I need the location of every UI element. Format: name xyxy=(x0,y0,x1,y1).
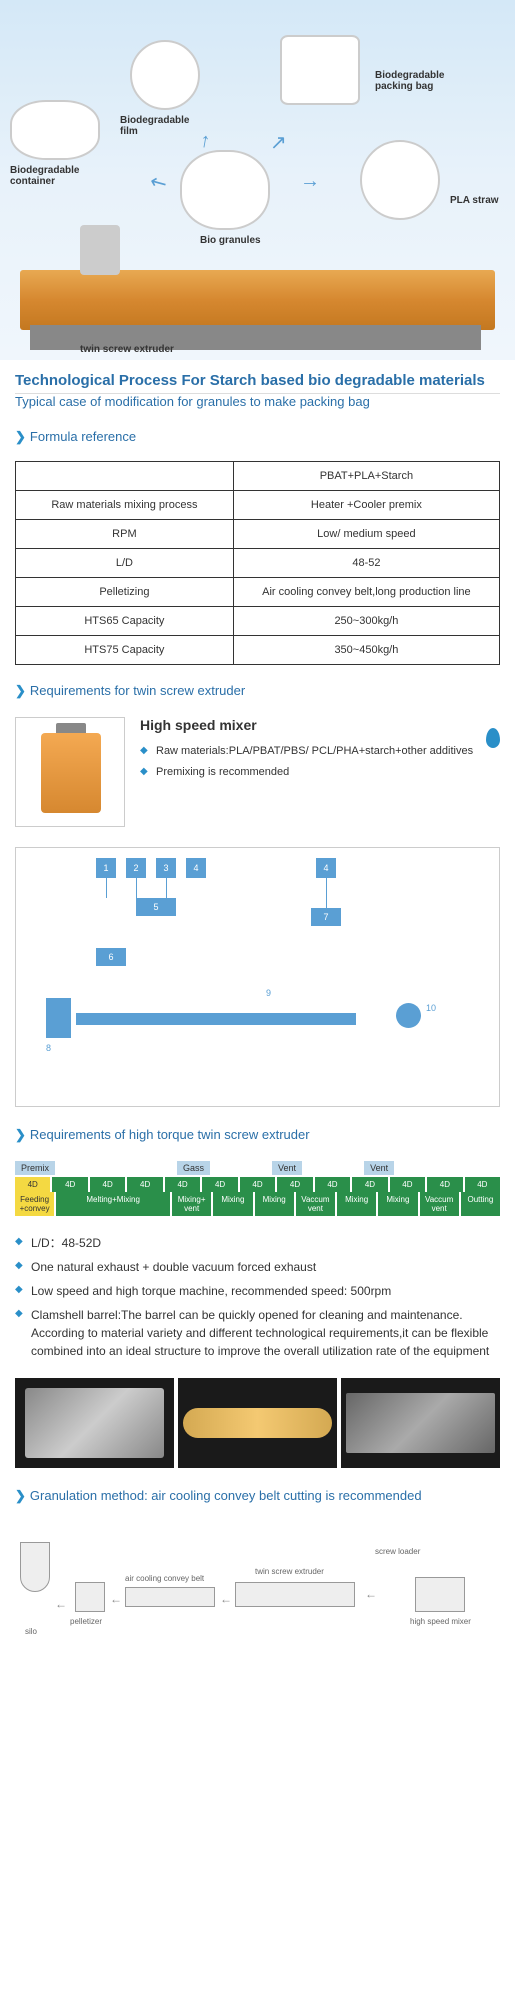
machine-illustration xyxy=(20,210,495,350)
motor-icon xyxy=(46,998,71,1038)
photo-barrel xyxy=(341,1378,500,1468)
gran-header: ❯Granulation method: air cooling convey … xyxy=(0,1468,515,1512)
process-diagram: 1 2 3 4 4 5 6 7 8 9 10 xyxy=(15,847,500,1107)
table-row: HTS65 Capacity250~300kg/h xyxy=(16,607,500,636)
photo-screw xyxy=(178,1378,337,1468)
label-straw: PLA straw xyxy=(450,195,499,206)
photo-row xyxy=(0,1378,515,1468)
section-subtitle: Typical case of modification for granule… xyxy=(0,394,515,419)
label-bag: Biodegradablepacking bag xyxy=(375,70,444,92)
arrow-icon: ↑ xyxy=(198,129,212,153)
gran-diagram: silo pelletizer air cooling convey belt … xyxy=(15,1532,500,1652)
arrow-icon: ↖ xyxy=(145,167,172,197)
mixer-title: High speed mixer xyxy=(140,717,473,733)
photo-parts xyxy=(15,1378,174,1468)
barrel-diagram: Premix Gass Vent Vent 4D 4D 4D 4D 4D 4D … xyxy=(15,1161,500,1216)
formula-table: PBAT+PLA+Starch Raw materials mixing pro… xyxy=(15,461,500,665)
formula-header: ❯Formula reference xyxy=(0,419,515,453)
water-drop-icon xyxy=(486,728,500,748)
arrow-icon: → xyxy=(300,170,320,193)
mixer-bullets: Raw materials:PLA/PBAT/PBS/ PCL/PHA+star… xyxy=(140,741,473,784)
list-item: One natural exhaust + double vacuum forc… xyxy=(15,1255,500,1279)
table-row: PBAT+PLA+Starch xyxy=(16,462,500,491)
req1-header: ❯Requirements for twin screw extruder xyxy=(0,673,515,707)
req2-header: ❯Requirements of high torque twin screw … xyxy=(0,1117,515,1151)
hero-infographic: Biodegradablecontainer Biodegradablefilm… xyxy=(0,0,515,360)
req2-list: L/D：48-52D One natural exhaust + double … xyxy=(0,1226,515,1378)
table-row: PelletizingAir cooling convey belt,long … xyxy=(16,578,500,607)
machine-label: twin screw extruder xyxy=(80,344,174,355)
list-item: L/D：48-52D xyxy=(15,1231,500,1255)
list-item: Raw materials:PLA/PBAT/PBS/ PCL/PHA+star… xyxy=(140,741,473,762)
arrow-icon: ↗ xyxy=(270,130,287,155)
label-container: Biodegradablecontainer xyxy=(10,165,79,187)
table-row: HTS75 Capacity350~450kg/h xyxy=(16,636,500,665)
table-row: L/D48-52 xyxy=(16,549,500,578)
list-item: Low speed and high torque machine, recom… xyxy=(15,1279,500,1303)
table-row: RPMLow/ medium speed xyxy=(16,520,500,549)
section-title: Technological Process For Starch based b… xyxy=(0,360,515,393)
list-item: Clamshell barrel:The barrel can be quick… xyxy=(15,1303,500,1363)
table-row: Raw materials mixing processHeater +Cool… xyxy=(16,491,500,520)
label-film: Biodegradablefilm xyxy=(120,115,189,137)
mixer-image xyxy=(15,717,125,827)
mixer-section: High speed mixer Raw materials:PLA/PBAT/… xyxy=(0,707,515,837)
list-item: Premixing is recommended xyxy=(140,762,473,783)
